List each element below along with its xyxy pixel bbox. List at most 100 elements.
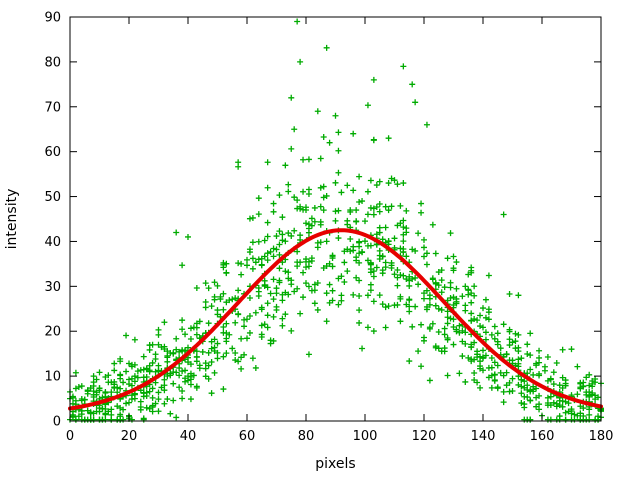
scatter-point [335,207,342,214]
scatter-point [344,246,351,253]
scatter-point [409,81,416,88]
scatter-point [182,331,189,338]
scatter-point [397,318,404,325]
scatter-point [78,416,85,423]
scatter-point [223,350,230,357]
scatter-point [111,378,118,385]
scatter-point [403,229,410,236]
scatter-point [382,324,389,331]
scatter-point [515,344,522,351]
scatter-point [506,336,513,343]
scatter-point [356,239,363,246]
scatter-point [506,290,513,297]
scatter-point [285,230,292,237]
scatter-point [412,99,419,106]
scatter-point [187,335,194,342]
scatter-point [415,230,422,237]
scatter-point [75,383,82,390]
scatter-point [550,369,557,376]
scatter-point [536,406,543,413]
scatter-point [270,208,277,215]
scatter-point [441,331,448,338]
scatter-point [494,338,501,345]
scatter-point [480,305,486,312]
scatter-point [164,354,171,361]
scatter-point [220,353,227,360]
scatter-point [341,259,348,266]
scatter-point [300,156,307,163]
scatter-point [282,162,289,169]
scatter-point [244,335,250,342]
scatter-point [438,277,445,284]
scatter-point [279,231,286,238]
scatter-point [308,287,315,294]
scatter-point [99,405,106,412]
scatter-point [356,277,363,284]
scatter-point [533,360,540,367]
scatter-point [279,214,286,221]
scatter-point [78,383,85,390]
scatter-point [149,394,156,401]
scatter-point [303,264,309,271]
scatter-point [276,279,283,286]
scatter-point [400,217,407,224]
scatter-point [288,232,295,239]
scatter-point [370,76,377,83]
scatter-point [388,203,395,210]
scatter-point [193,320,200,327]
scatter-point [317,239,324,246]
scatter-point [276,192,283,199]
scatter-point [350,187,357,194]
scatter-point [491,371,498,378]
x-tick-label: 180 [589,429,614,444]
scatter-point [308,255,315,262]
scatter-point [376,229,383,236]
scatter-point [117,355,124,362]
scatter-point [471,356,478,363]
scatter-point [518,390,525,397]
scatter-point [329,255,336,262]
scatter-point [187,361,194,368]
scatter-point [500,399,507,406]
scatter-point [497,345,504,352]
y-tick-label: 90 [44,11,61,26]
scatter-point [220,306,227,313]
scatter-point [90,373,97,380]
scatter-point [270,276,277,283]
scatter-point [394,266,401,273]
scatter-point [494,330,501,337]
scatter-point [126,360,132,367]
scatter-point [96,385,103,392]
scatter-point [379,236,386,243]
scatter-point [235,287,242,294]
scatter-point [332,112,339,119]
scatter-point [258,322,265,329]
x-tick-label: 140 [471,429,496,444]
scatter-point [388,265,395,272]
scatter-point [391,271,398,278]
scatter-point [167,372,174,379]
scatter-point [117,404,124,411]
scatter-point [131,373,138,380]
scatter-point [143,389,150,396]
scatter-point [273,285,280,292]
scatter-point [267,248,274,255]
scatter-point [264,219,271,226]
scatter-point [344,221,351,228]
scatter-point [568,416,575,423]
scatter-point [288,94,295,101]
scatter-point [164,396,171,403]
scatter-point [362,238,368,245]
scatter-point [364,102,371,109]
scatter-point [432,302,439,309]
scatter-point [568,410,575,417]
scatter-point [462,329,469,336]
x-tick-label: 160 [530,429,555,444]
scatter-point [320,207,327,214]
scatter-point [515,381,522,388]
scatter-point [282,238,289,245]
scatter-point [78,407,85,414]
scatter-point [326,139,333,146]
scatter-point [246,294,253,301]
x-tick-label: 40 [180,429,197,444]
